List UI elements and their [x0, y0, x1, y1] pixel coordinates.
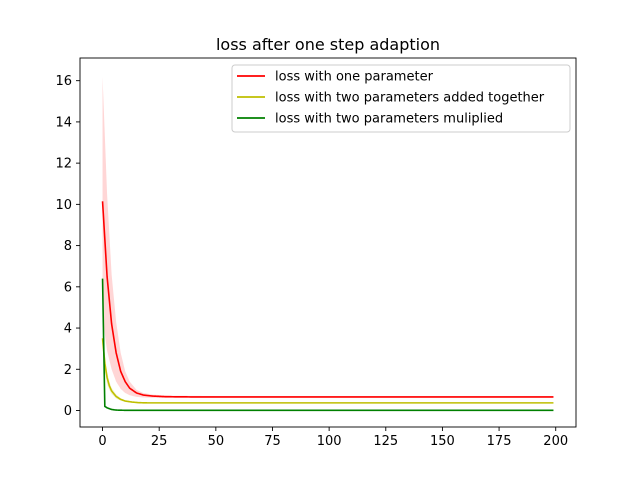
- y-tick-label: 16: [55, 74, 72, 89]
- x-tick-label: 175: [487, 434, 512, 449]
- legend-label-3: loss with two parameters muliplied: [275, 112, 503, 127]
- y-tick-label: 14: [55, 115, 72, 130]
- x-tick-label: 100: [317, 434, 342, 449]
- y-tick-label: 6: [64, 280, 72, 295]
- x-tick-label: 0: [98, 434, 106, 449]
- plot-area: [101, 76, 554, 412]
- legend-label-2: loss with two parameters added together: [275, 91, 545, 106]
- legend: loss with one parameter loss with two par…: [231, 64, 571, 133]
- y-tick-label: 0: [64, 404, 72, 419]
- axes: 0 25 50 75 100 125 150 175 200 0 2 4 6 8 10 12 14 16: [55, 57, 577, 449]
- x-tick-label: 25: [151, 434, 168, 449]
- x-tick-label: 150: [430, 434, 455, 449]
- x-tick-label: 50: [208, 434, 225, 449]
- x-tick-label: 200: [543, 434, 568, 449]
- series-line-3: [101, 278, 554, 412]
- legend-box: [231, 64, 571, 133]
- legend-label-1: loss with one parameter: [275, 70, 434, 85]
- series-line-2: [101, 338, 554, 404]
- y-tick-label: 8: [64, 239, 72, 254]
- chart-title: loss after one step adaption: [216, 35, 440, 54]
- y-tick-label: 2: [64, 363, 72, 378]
- x-tick-label: 125: [373, 434, 398, 449]
- series-line-1: [101, 201, 554, 398]
- y-tick-label: 10: [55, 198, 72, 213]
- y-tick-label: 12: [55, 157, 72, 172]
- axes-frame: [79, 57, 577, 428]
- x-tick-label: 75: [264, 434, 281, 449]
- y-tick-label: 4: [64, 322, 72, 337]
